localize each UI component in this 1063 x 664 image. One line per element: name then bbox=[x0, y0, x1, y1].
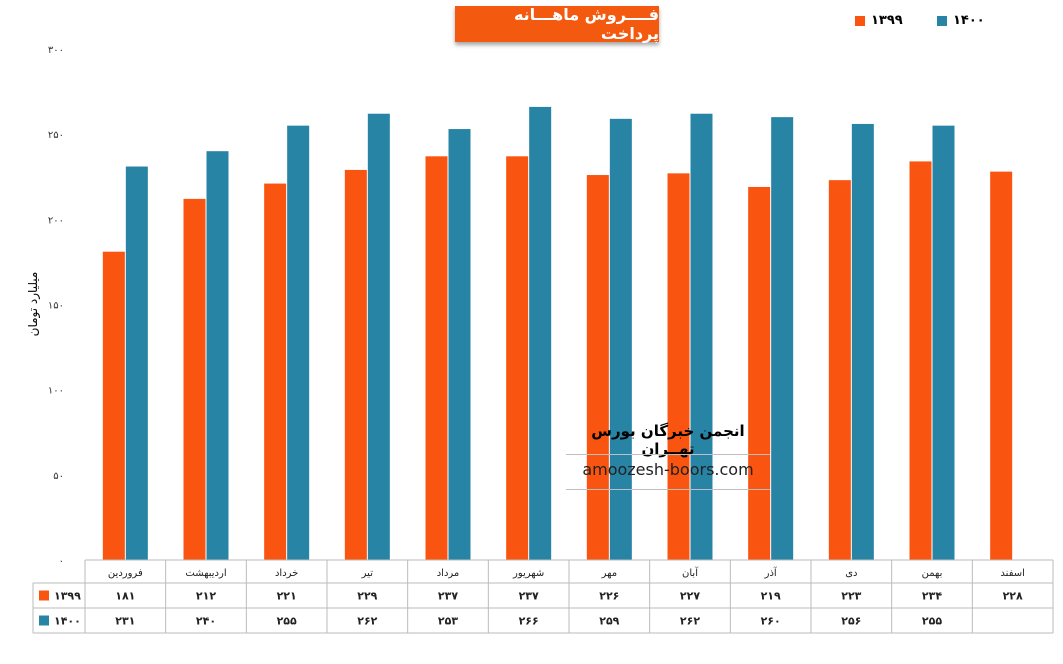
table-series-label: ۱۳۹۹ bbox=[54, 590, 81, 603]
bar-۱۴۰۰-خرداد bbox=[287, 125, 310, 561]
x-tick-label: اسفند bbox=[1000, 568, 1024, 579]
data-label: ۲۳۱ bbox=[115, 615, 135, 628]
bar-۱۳۹۹-مرداد bbox=[425, 156, 448, 560]
bar-۱۴۰۰-دی bbox=[851, 123, 874, 561]
y-tick-label: ۱۰۰ bbox=[48, 386, 64, 397]
watermark-site: amoozesh-boors.com bbox=[582, 460, 754, 479]
y-tick-label: ۵۰ bbox=[53, 471, 64, 482]
y-tick-label: ۱۵۰ bbox=[48, 301, 64, 312]
data-label: ۲۲۷ bbox=[680, 590, 700, 603]
data-label: ۲۲۸ bbox=[1003, 590, 1023, 603]
x-tick-label: اردیبهشت bbox=[185, 568, 226, 579]
bar-۱۴۰۰-بهمن bbox=[932, 125, 955, 561]
bar-۱۳۹۹-آبان bbox=[667, 173, 690, 561]
x-tick-label: تیر bbox=[361, 568, 374, 579]
data-label: ۲۵۹ bbox=[599, 615, 619, 628]
bar-۱۴۰۰-مهر bbox=[609, 118, 632, 560]
x-tick-label: مرداد bbox=[437, 568, 460, 579]
data-label: ۲۵۵ bbox=[277, 615, 297, 628]
x-tick-label: مهر bbox=[601, 568, 617, 579]
table-legend-swatch-۱۴۰۰ bbox=[39, 615, 49, 626]
bar-۱۴۰۰-آذر bbox=[771, 117, 794, 560]
bar-۱۳۹۹-مهر bbox=[586, 175, 609, 560]
bar-۱۴۰۰-فروردین bbox=[125, 166, 148, 560]
x-tick-label: دی bbox=[845, 568, 857, 579]
bar-۱۴۰۰-مرداد bbox=[448, 129, 471, 560]
data-label: ۲۶۰ bbox=[761, 615, 781, 628]
legend-item-1400: ۱۴۰۰ bbox=[937, 13, 985, 28]
data-label: ۲۳۷ bbox=[438, 590, 458, 603]
y-tick-label: ۲۰۰ bbox=[48, 215, 64, 226]
y-tick-label: ۰ bbox=[59, 556, 64, 567]
legend-swatch-1399 bbox=[855, 15, 865, 26]
x-tick-label: شهریور bbox=[512, 568, 544, 579]
data-label: ۲۵۶ bbox=[841, 615, 861, 628]
bar-۱۳۹۹-اردیبهشت bbox=[183, 198, 206, 561]
legend-swatch-1400 bbox=[937, 15, 947, 26]
bar-۱۳۹۹-تیر bbox=[344, 169, 367, 561]
data-label: ۲۱۹ bbox=[761, 590, 781, 603]
data-label: ۲۲۹ bbox=[357, 590, 377, 603]
data-label: ۲۵۳ bbox=[438, 615, 458, 628]
legend-label-1400: ۱۴۰۰ bbox=[953, 13, 985, 28]
bar-۱۳۹۹-خرداد bbox=[264, 183, 287, 560]
bar-۱۳۹۹-بهمن bbox=[909, 161, 932, 561]
chart-title: فــــروش ماهـــانه پرداخت bbox=[455, 5, 659, 43]
data-label: ۲۳۴ bbox=[922, 590, 942, 603]
data-label: ۱۸۱ bbox=[115, 590, 135, 603]
data-label: ۲۴۰ bbox=[196, 615, 216, 628]
watermark-divider-bottom bbox=[566, 489, 770, 490]
legend-label-1399: ۱۳۹۹ bbox=[871, 13, 903, 28]
x-tick-label: آذر bbox=[764, 566, 778, 579]
data-label: ۲۶۶ bbox=[519, 615, 539, 628]
data-label: ۲۶۲ bbox=[357, 615, 377, 628]
x-tick-label: فروردین bbox=[108, 568, 143, 579]
bar-۱۴۰۰-اردیبهشت bbox=[206, 151, 229, 560]
data-label: ۲۵۵ bbox=[922, 615, 942, 628]
legend-item-1399: ۱۳۹۹ bbox=[855, 13, 903, 28]
watermark-divider-top bbox=[566, 454, 770, 455]
data-label: ۲۲۳ bbox=[841, 590, 861, 603]
table-series-label: ۱۴۰۰ bbox=[54, 615, 81, 628]
x-tick-label: آبان bbox=[682, 566, 699, 579]
bar-۱۴۰۰-تیر bbox=[367, 113, 390, 560]
watermark-org: انجمن خبرگان بورس تهــران bbox=[591, 422, 745, 458]
y-tick-label: ۳۰۰ bbox=[48, 45, 64, 56]
x-tick-label: خرداد bbox=[275, 568, 298, 579]
bar-۱۳۹۹-دی bbox=[828, 180, 851, 560]
x-tick-label: بهمن bbox=[922, 568, 943, 579]
bar-۱۳۹۹-فروردین bbox=[102, 251, 125, 561]
data-label: ۲۳۷ bbox=[519, 590, 539, 603]
bar-۱۴۰۰-شهریور bbox=[529, 106, 552, 560]
data-label: ۲۱۲ bbox=[196, 590, 216, 603]
bar-۱۴۰۰-آبان bbox=[690, 113, 713, 560]
data-label: ۲۶۲ bbox=[680, 615, 700, 628]
y-tick-label: ۲۵۰ bbox=[48, 130, 64, 141]
data-label: ۲۲۱ bbox=[277, 590, 297, 603]
bar-۱۳۹۹-اسفند bbox=[990, 171, 1013, 560]
table-legend-swatch-۱۳۹۹ bbox=[39, 590, 49, 601]
data-label: ۲۲۶ bbox=[599, 590, 619, 603]
bar-۱۳۹۹-آذر bbox=[748, 186, 771, 560]
bar-۱۳۹۹-شهریور bbox=[506, 156, 529, 560]
